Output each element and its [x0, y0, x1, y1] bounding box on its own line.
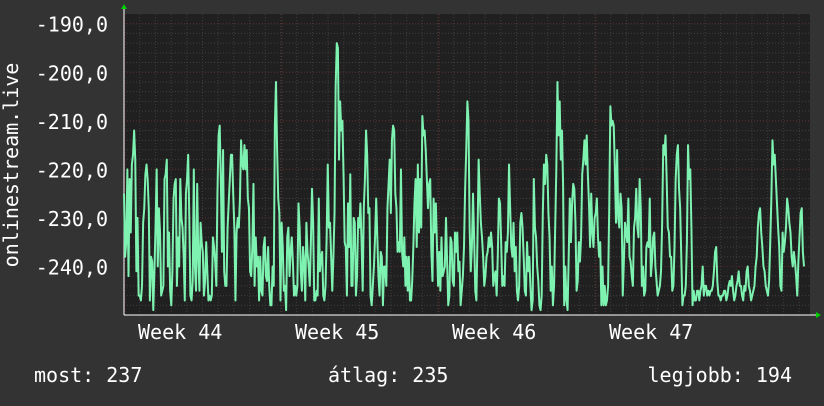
y-axis-label: onlinestream.live	[0, 63, 23, 268]
x-tick-label: Week 46	[452, 320, 536, 344]
series-line	[123, 42, 805, 312]
x-axis-arrow	[816, 312, 821, 318]
y-tick-label: -200,0	[36, 61, 108, 85]
x-tick-label: Week 47	[609, 320, 693, 344]
y-tick-label: -190,0	[36, 13, 108, 37]
x-tick-label: Week 44	[138, 320, 222, 344]
y-tick-label: -220,0	[36, 158, 108, 182]
y-tick-label: -230,0	[36, 207, 108, 231]
plot-area	[124, 14, 810, 315]
y-axis-arrow	[121, 4, 127, 9]
stat-best: legjobb: 194	[647, 363, 793, 387]
stat-current: most: 237	[34, 363, 143, 387]
stat-average: átlag: 235	[328, 363, 449, 387]
y-tick-label: -240,0	[36, 255, 108, 279]
x-tick-label: Week 45	[295, 320, 379, 344]
y-tick-label: -210,0	[36, 110, 108, 134]
